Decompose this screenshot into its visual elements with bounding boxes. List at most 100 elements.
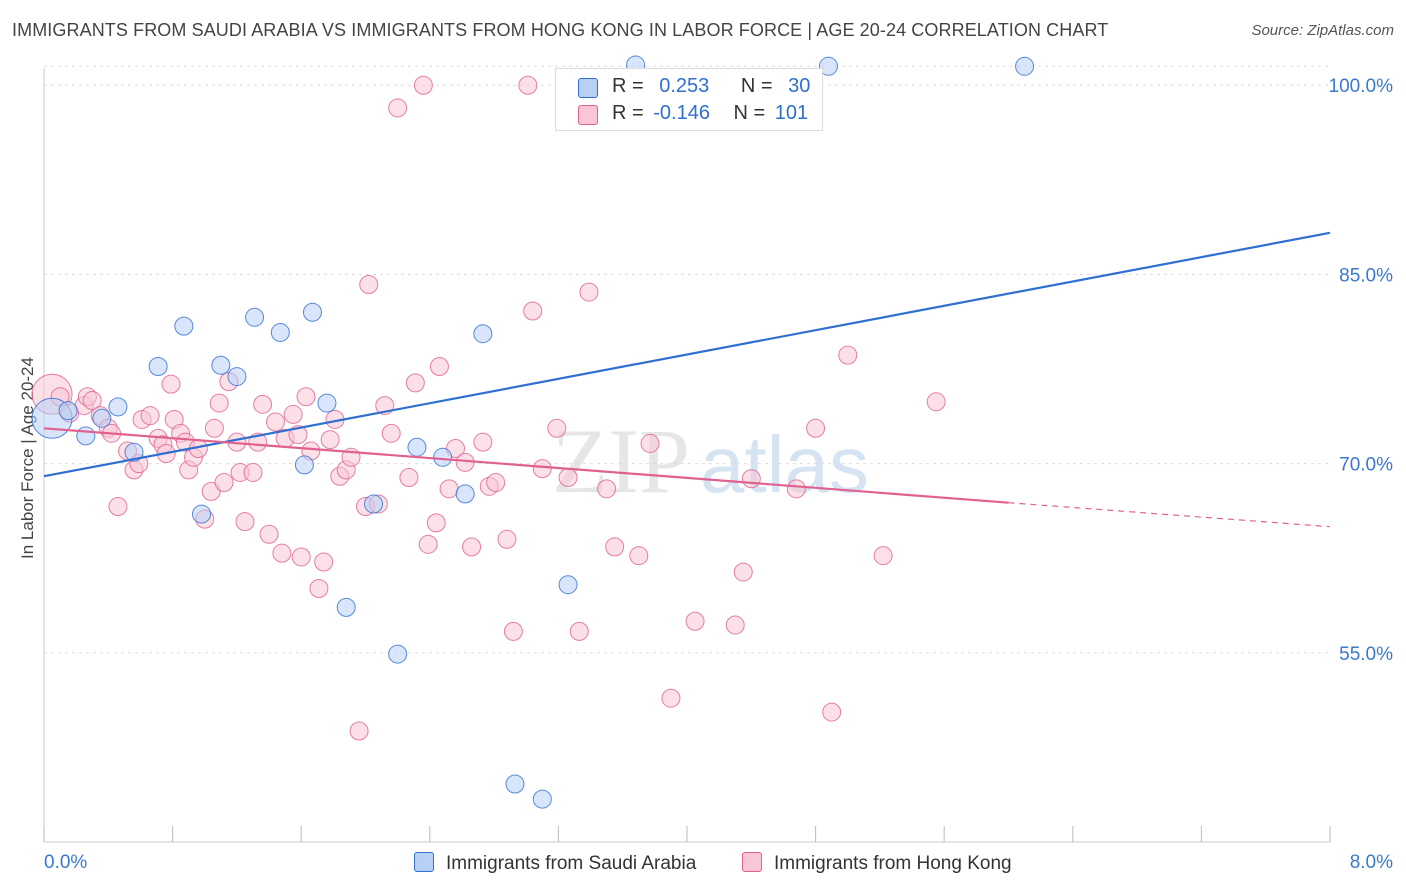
data-point (818, 56, 838, 76)
data-point (473, 324, 493, 344)
data-point (349, 721, 369, 741)
data-point (505, 774, 525, 794)
data-point (733, 562, 753, 582)
data-point (314, 552, 334, 572)
data-point (259, 524, 279, 544)
x-tick-label-min: 0.0% (44, 852, 88, 873)
data-point (741, 469, 761, 489)
data-point (211, 355, 231, 375)
data-point (140, 406, 160, 426)
legend-swatch-pink (578, 105, 598, 125)
y-tick-label: 100.0% (1329, 76, 1394, 97)
data-point (294, 455, 314, 475)
data-point (291, 547, 311, 567)
data-point (455, 484, 475, 504)
data-point (413, 75, 433, 95)
data-point (426, 513, 446, 533)
data-point (518, 75, 538, 95)
data-point (473, 432, 493, 452)
data-point (76, 426, 96, 446)
data-point (640, 433, 660, 453)
data-point (418, 534, 438, 554)
source-label: Source: ZipAtlas.com (1251, 22, 1394, 39)
data-point (558, 575, 578, 595)
data-point (429, 356, 449, 376)
data-point (597, 479, 617, 499)
y-tick-label: 70.0% (1339, 455, 1393, 476)
data-point (558, 467, 578, 487)
n-label: N = (740, 75, 773, 97)
legend-swatch-blue (578, 78, 598, 98)
data-point (605, 537, 625, 557)
data-point (214, 473, 234, 493)
data-point (523, 301, 543, 321)
data-point (209, 393, 229, 413)
data-point (174, 316, 194, 336)
n-value: 101 (774, 102, 809, 124)
data-point (786, 479, 806, 499)
chart-title: IMMIGRANTS FROM SAUDI ARABIA VS IMMIGRAN… (12, 20, 1109, 40)
bottom-legend-label: Immigrants from Saudi Arabia (446, 853, 697, 874)
data-point (806, 418, 826, 438)
grid (44, 65, 1330, 654)
trend-lines (43, 231, 1331, 528)
data-point (569, 621, 589, 641)
data-point (270, 322, 290, 342)
x-tick-label-max: 8.0% (1349, 852, 1393, 873)
data-point (235, 512, 255, 532)
data-point (503, 621, 523, 641)
data-point (317, 393, 337, 413)
r-value: -0.146 (653, 102, 710, 124)
data-point (547, 418, 567, 438)
data-point (309, 578, 329, 598)
hong-kong-trend-line (43, 427, 1009, 504)
data-point (161, 374, 181, 394)
data-point (685, 611, 705, 631)
r-label: R = (612, 75, 644, 97)
hong-kong-points (31, 75, 946, 741)
data-point (1015, 56, 1035, 76)
data-point (579, 282, 599, 302)
data-point (532, 459, 552, 479)
bottom-legend-label: Immigrants from Hong Kong (774, 853, 1012, 874)
data-point (405, 373, 425, 393)
watermark: ZIP atlas (552, 410, 869, 512)
data-point (148, 356, 168, 376)
data-point (245, 307, 265, 327)
data-point (497, 529, 517, 549)
data-point (92, 408, 112, 428)
y-tick-labels: 55.0% 70.0% 85.0% 100.0% (1329, 76, 1394, 665)
data-point (388, 644, 408, 664)
data-point (227, 367, 247, 387)
data-point (399, 467, 419, 487)
data-point (433, 447, 453, 467)
data-point (838, 345, 858, 365)
axes (43, 68, 1331, 843)
n-label: N = (733, 102, 766, 124)
bottom-legend-swatch-pink (742, 852, 762, 872)
data-point (82, 391, 102, 411)
saudi-arabia-trend-line (43, 231, 1331, 478)
data-point (272, 543, 292, 563)
data-point (336, 597, 356, 617)
data-point (243, 462, 263, 482)
legend-row-text: R = -0.146 N = 101 (612, 102, 808, 125)
saudi-arabia-points (31, 55, 1035, 809)
data-point (661, 688, 681, 708)
data-point (388, 98, 408, 118)
bottom-legend-hong-kong: Immigrants from Hong Kong (742, 852, 1012, 875)
data-point (296, 387, 316, 407)
data-point (439, 479, 459, 499)
data-point (283, 404, 303, 424)
data-point (364, 494, 384, 514)
y-tick-label: 55.0% (1339, 644, 1393, 665)
n-value: 30 (788, 75, 811, 97)
bottom-legend-swatch-blue (414, 852, 434, 872)
watermark-zip: ZIP (552, 410, 690, 512)
data-point (462, 537, 482, 557)
watermark-atlas: atlas (700, 420, 869, 509)
legend-row-text: R = 0.253 N = 30 (612, 75, 810, 98)
data-point (302, 302, 322, 322)
data-point (58, 401, 78, 421)
correlation-legend: R = 0.253 N = 30 R = -0.146 N = 101 (555, 68, 823, 131)
